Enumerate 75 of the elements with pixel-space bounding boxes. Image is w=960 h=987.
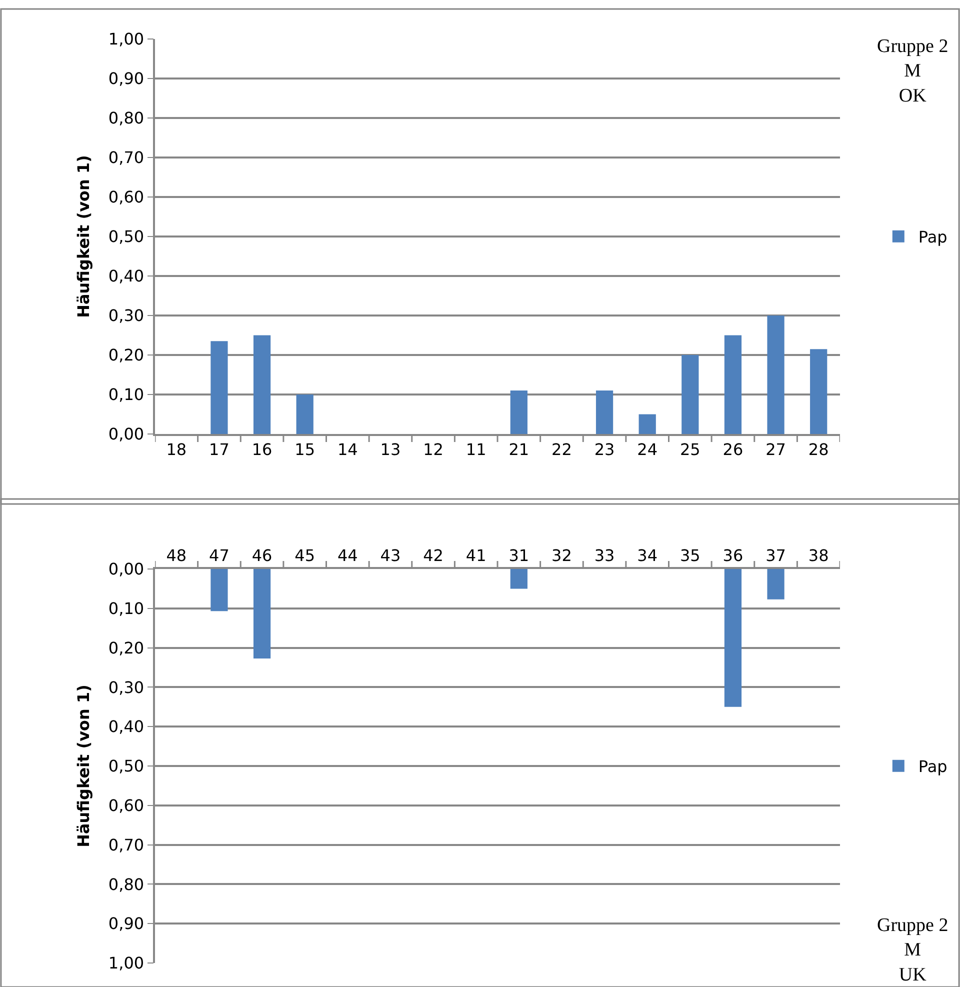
- y-tick-label: 0,30: [108, 678, 144, 697]
- y-tick-label: 0,60: [108, 188, 144, 207]
- y-axis-title: Häufigkeit (von 1): [74, 155, 93, 318]
- y-tick-label: 1,00: [108, 954, 144, 973]
- y-tick-label: 0,70: [108, 148, 144, 168]
- y-tick-label: 0,30: [108, 306, 144, 326]
- x-tick-label: 18: [166, 440, 187, 459]
- x-tick-label: 31: [508, 546, 530, 565]
- y-tick-label: 0,80: [108, 108, 144, 128]
- x-tick-label: 34: [637, 546, 658, 565]
- bar: [682, 355, 699, 434]
- x-tick-label: 12: [423, 440, 444, 459]
- x-tick-label: 32: [552, 546, 572, 565]
- x-tick-label: 38: [808, 546, 829, 565]
- x-tick-label: 13: [380, 440, 401, 459]
- bar: [724, 569, 742, 707]
- y-tick-label: 0,40: [108, 717, 144, 736]
- x-tick-label: 43: [380, 546, 401, 565]
- y-tick-label: 0,60: [108, 796, 144, 815]
- bar: [296, 394, 314, 434]
- x-tick-label: 28: [808, 440, 829, 459]
- x-tick-label: 26: [722, 440, 744, 459]
- y-axis-title: Häufigkeit (von 1): [74, 684, 93, 848]
- bar: [767, 569, 784, 600]
- y-tick-label: 0,50: [108, 756, 144, 776]
- bar: [510, 569, 528, 589]
- x-tick-label: 15: [294, 440, 316, 459]
- bar: [253, 569, 271, 658]
- bar: [724, 335, 742, 434]
- x-tick-label: 25: [680, 440, 700, 459]
- x-tick-label: 37: [766, 546, 786, 565]
- y-tick-label: 0,20: [108, 638, 144, 658]
- y-tick-label: 0,90: [108, 914, 144, 934]
- y-tick-label: 0,00: [108, 424, 144, 444]
- x-tick-label: 17: [209, 440, 230, 459]
- y-tick-label: 0,20: [108, 346, 144, 365]
- x-tick-label: 24: [637, 440, 658, 459]
- x-tick-label: 35: [680, 546, 700, 565]
- x-tick-label: 21: [508, 440, 530, 459]
- x-tick-label: 48: [166, 546, 187, 565]
- y-tick-label: 0,90: [108, 69, 144, 88]
- legend-label: Pap: [918, 757, 948, 776]
- y-tick-label: 0,00: [108, 560, 144, 579]
- legend-label: Pap: [918, 228, 948, 247]
- x-tick-label: 47: [209, 546, 230, 565]
- y-tick-label: 0,70: [108, 835, 144, 854]
- text: Gruppe 2 M OK: [877, 36, 948, 106]
- bar: [253, 335, 271, 434]
- x-tick-label: 23: [594, 440, 615, 459]
- x-tick-label: 16: [252, 440, 272, 459]
- x-tick-label: 42: [423, 546, 444, 565]
- bar: [767, 316, 784, 434]
- y-tick-label: 0,40: [108, 266, 144, 286]
- x-tick-label: 44: [337, 546, 358, 565]
- y-tick-label: 0,10: [108, 385, 144, 404]
- y-tick-label: 0,80: [108, 874, 144, 894]
- y-tick-label: 0,10: [108, 599, 144, 618]
- x-tick-label: 46: [252, 546, 272, 565]
- x-tick-label: 22: [552, 440, 572, 459]
- bar: [210, 569, 228, 612]
- x-tick-label: 45: [294, 546, 316, 565]
- bar: [638, 414, 656, 434]
- text: Gruppe 2 M UK: [877, 915, 948, 986]
- bar: [210, 341, 228, 434]
- x-tick-label: 14: [337, 440, 358, 459]
- x-tick-label: 41: [466, 546, 486, 565]
- bar: [510, 390, 528, 434]
- bar: [810, 349, 828, 434]
- x-tick-label: 33: [594, 546, 615, 565]
- x-tick-label: 11: [466, 440, 486, 459]
- x-tick-label: 27: [766, 440, 786, 459]
- y-tick-label: 0,50: [108, 227, 144, 246]
- bar: [596, 390, 614, 434]
- x-tick-label: 36: [722, 546, 744, 565]
- y-tick-label: 1,00: [108, 30, 144, 49]
